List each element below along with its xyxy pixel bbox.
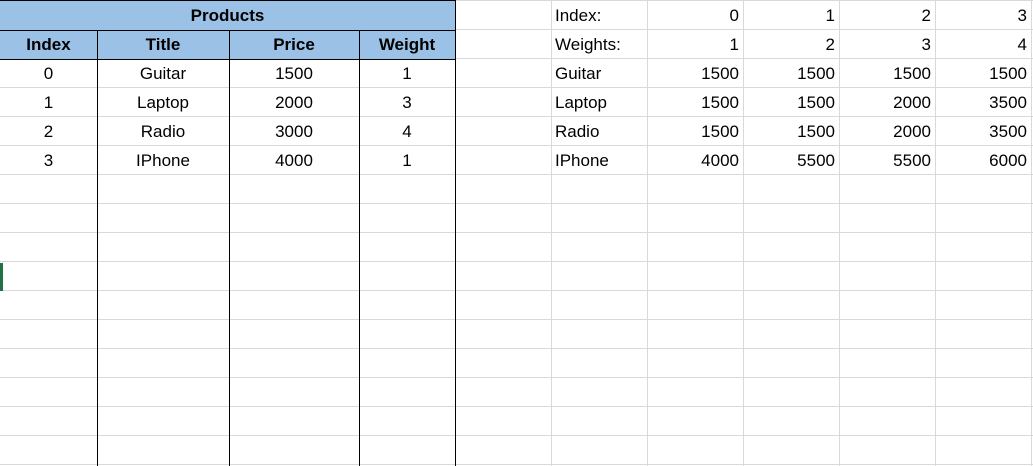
gridline-h	[0, 290, 1033, 291]
knapsack-value-cell[interactable]: 1500	[701, 122, 739, 141]
gridline-h	[0, 232, 1033, 233]
knapsack-value-cell[interactable]: 1500	[989, 64, 1027, 83]
products-header-fill	[0, 30, 455, 59]
gridline-h	[0, 261, 1033, 262]
column-header-weight[interactable]: Weight	[378, 35, 436, 54]
weight-value-cell[interactable]: 2	[825, 35, 835, 54]
gridline-h	[0, 435, 1033, 436]
products-border-title-bottom	[0, 30, 456, 31]
column-header-title[interactable]: Title	[145, 35, 181, 54]
gridline-h	[0, 319, 1033, 320]
gridline-h	[455, 58, 1033, 59]
gridline-h	[455, 0, 1033, 1]
products-border-col-price	[359, 30, 360, 466]
product-title-cell[interactable]: Laptop	[137, 93, 189, 112]
weight-value-cell[interactable]: 1	[729, 35, 739, 54]
products-border-col-title	[229, 30, 230, 466]
weight-value-cell[interactable]: 3	[921, 35, 931, 54]
product-weight-cell[interactable]: 1	[402, 151, 412, 170]
gridline-h	[455, 29, 1033, 30]
gridline-v	[839, 0, 840, 466]
gridline-h	[0, 87, 1033, 88]
gridline-h	[0, 174, 1033, 175]
gridline-v	[551, 0, 552, 466]
gridline-h	[0, 116, 1033, 117]
product-index-cell[interactable]: 0	[43, 64, 54, 83]
product-price-cell[interactable]: 3000	[275, 122, 313, 141]
index-value-cell[interactable]: 0	[729, 6, 739, 25]
gridline-h	[0, 348, 1033, 349]
knapsack-value-cell[interactable]: 2000	[893, 93, 931, 112]
product-index-cell[interactable]: 3	[43, 151, 54, 170]
product-index-cell[interactable]: 1	[43, 93, 54, 112]
knapsack-value-cell[interactable]: 1500	[893, 64, 931, 83]
gridline-h	[0, 464, 1033, 465]
knapsack-value-cell[interactable]: 6000	[989, 151, 1027, 170]
index-value-cell[interactable]: 3	[1017, 6, 1027, 25]
product-price-cell[interactable]: 1500	[275, 64, 313, 83]
knapsack-value-cell[interactable]: 2000	[893, 122, 931, 141]
knapsack-item-label-cell[interactable]: Radio	[555, 122, 600, 141]
product-title-cell[interactable]: Radio	[140, 122, 186, 141]
knapsack-value-cell[interactable]: 1500	[797, 122, 835, 141]
active-cell-indicator	[0, 263, 3, 291]
knapsack-value-cell[interactable]: 3500	[989, 122, 1027, 141]
products-title[interactable]: Products	[190, 6, 265, 25]
product-price-cell[interactable]: 2000	[275, 93, 313, 112]
index-value-cell[interactable]: 2	[921, 6, 931, 25]
index-label-cell[interactable]: Index:	[555, 6, 602, 25]
gridline-h	[0, 377, 1033, 378]
product-price-cell[interactable]: 4000	[275, 151, 313, 170]
knapsack-value-cell[interactable]: 1500	[701, 64, 739, 83]
knapsack-item-label-cell[interactable]: Guitar	[555, 64, 602, 83]
products-border-top	[0, 0, 456, 1]
weights-label-cell[interactable]: Weights:	[555, 35, 621, 54]
gridline-v	[743, 0, 744, 466]
gridline-v	[935, 0, 936, 466]
products-border-header-bottom	[0, 59, 456, 60]
knapsack-item-label-cell[interactable]: Laptop	[555, 93, 607, 112]
gridline-v	[1031, 0, 1032, 466]
product-index-cell[interactable]: 2	[43, 122, 54, 141]
knapsack-item-label-cell[interactable]: IPhone	[555, 151, 609, 170]
gridline-h	[0, 203, 1033, 204]
gridline-v	[647, 0, 648, 466]
knapsack-value-cell[interactable]: 4000	[701, 151, 739, 170]
knapsack-value-cell[interactable]: 1500	[797, 93, 835, 112]
product-title-cell[interactable]: Guitar	[139, 64, 187, 83]
knapsack-value-cell[interactable]: 3500	[989, 93, 1027, 112]
product-weight-cell[interactable]: 1	[402, 64, 412, 83]
knapsack-value-cell[interactable]: 5500	[893, 151, 931, 170]
gridline-h	[0, 406, 1033, 407]
knapsack-value-cell[interactable]: 5500	[797, 151, 835, 170]
product-weight-cell[interactable]: 4	[402, 122, 412, 141]
product-title-cell[interactable]: IPhone	[136, 151, 190, 170]
column-header-index[interactable]: Index	[26, 35, 71, 54]
product-weight-cell[interactable]: 3	[402, 93, 412, 112]
products-border-col-index	[97, 30, 98, 466]
gridline-h	[0, 145, 1033, 146]
products-border-right	[455, 0, 456, 466]
index-value-cell[interactable]: 1	[825, 6, 835, 25]
knapsack-value-cell[interactable]: 1500	[701, 93, 739, 112]
weight-value-cell[interactable]: 4	[1017, 35, 1027, 54]
products-title-fill	[0, 1, 455, 30]
knapsack-value-cell[interactable]: 1500	[797, 64, 835, 83]
column-header-price[interactable]: Price	[273, 35, 315, 54]
